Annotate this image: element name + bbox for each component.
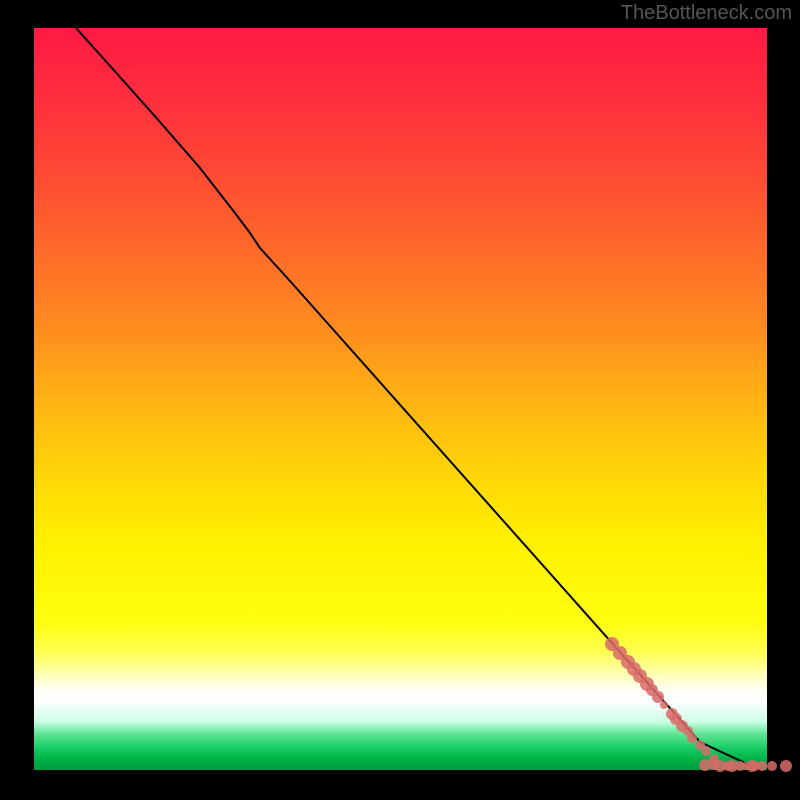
scatter-point <box>701 746 711 756</box>
scatter-point <box>767 761 777 771</box>
bottleneck-curve <box>76 28 760 770</box>
scatter-point <box>652 691 664 703</box>
scatter-point <box>660 701 668 709</box>
scatter-series <box>605 637 792 772</box>
scatter-point <box>757 761 767 771</box>
scatter-point <box>687 733 697 743</box>
attribution-text: TheBottleneck.com <box>621 2 792 25</box>
scatter-point <box>780 760 792 772</box>
chart-container: TheBottleneck.com <box>0 0 800 800</box>
plot-overlay <box>0 0 800 800</box>
